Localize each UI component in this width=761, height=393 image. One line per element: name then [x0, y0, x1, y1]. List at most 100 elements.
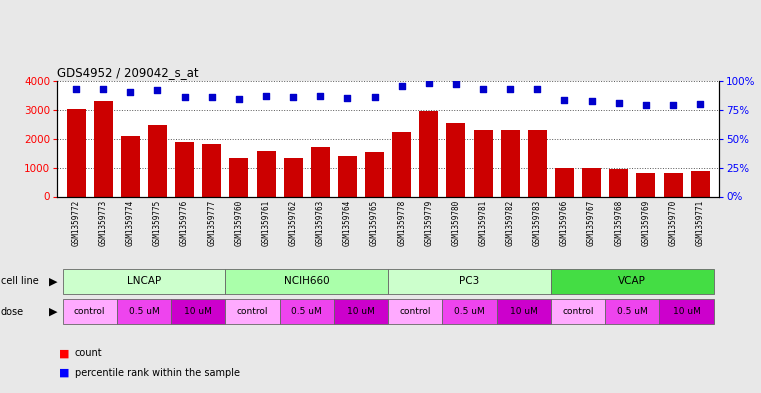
Text: PC3: PC3: [460, 276, 479, 286]
Text: ■: ■: [59, 348, 70, 358]
Text: GSM1359765: GSM1359765: [370, 200, 379, 246]
Text: ■: ■: [59, 368, 70, 378]
Text: GSM1359777: GSM1359777: [207, 200, 216, 246]
Point: [450, 81, 462, 87]
Text: GSM1359783: GSM1359783: [533, 200, 542, 246]
Text: GSM1359781: GSM1359781: [479, 200, 488, 246]
Bar: [691, 171, 710, 196]
Point: [422, 80, 435, 86]
Text: 10 uM: 10 uM: [184, 307, 212, 316]
Bar: [582, 168, 601, 196]
Point: [314, 92, 326, 99]
Point: [531, 86, 543, 92]
Text: 0.5 uM: 0.5 uM: [617, 307, 648, 316]
Text: cell line: cell line: [1, 276, 39, 286]
Text: 0.5 uM: 0.5 uM: [291, 307, 322, 316]
Point: [205, 94, 218, 100]
Text: 0.5 uM: 0.5 uM: [129, 307, 159, 316]
Text: GSM1359770: GSM1359770: [668, 200, 677, 246]
Text: control: control: [562, 307, 594, 316]
Text: 10 uM: 10 uM: [347, 307, 375, 316]
Bar: [442, 299, 497, 324]
Text: control: control: [74, 307, 105, 316]
Point: [613, 99, 625, 106]
Text: count: count: [75, 348, 102, 358]
Text: GSM1359766: GSM1359766: [560, 200, 569, 246]
Bar: [229, 158, 248, 196]
Bar: [605, 299, 660, 324]
Text: ▶: ▶: [49, 307, 58, 317]
Text: GSM1359768: GSM1359768: [614, 200, 623, 246]
Bar: [636, 173, 655, 196]
Bar: [365, 152, 384, 196]
Bar: [116, 299, 171, 324]
Text: GSM1359778: GSM1359778: [397, 200, 406, 246]
Bar: [338, 156, 357, 196]
Point: [70, 86, 82, 92]
Bar: [388, 299, 442, 324]
Bar: [279, 299, 334, 324]
Text: GSM1359764: GSM1359764: [343, 200, 352, 246]
Point: [585, 98, 597, 105]
Bar: [501, 130, 520, 196]
Text: GSM1359769: GSM1359769: [642, 200, 651, 246]
Text: GSM1359774: GSM1359774: [126, 200, 135, 246]
Bar: [528, 130, 547, 196]
Text: GSM1359771: GSM1359771: [696, 200, 705, 246]
Text: 0.5 uM: 0.5 uM: [454, 307, 485, 316]
Text: GSM1359779: GSM1359779: [425, 200, 433, 246]
Bar: [94, 101, 113, 196]
Bar: [225, 299, 279, 324]
Text: ▶: ▶: [49, 276, 58, 286]
Bar: [447, 123, 466, 196]
Point: [640, 102, 652, 108]
Bar: [121, 136, 140, 196]
Point: [97, 86, 110, 92]
Bar: [225, 269, 388, 294]
Point: [477, 86, 489, 92]
Text: control: control: [400, 307, 431, 316]
Text: 10 uM: 10 uM: [510, 307, 538, 316]
Text: VCAP: VCAP: [619, 276, 646, 286]
Text: GDS4952 / 209042_s_at: GDS4952 / 209042_s_at: [57, 66, 199, 79]
Bar: [202, 144, 221, 196]
Text: GSM1359775: GSM1359775: [153, 200, 162, 246]
Bar: [62, 269, 225, 294]
Bar: [175, 142, 194, 196]
Text: NCIH660: NCIH660: [284, 276, 330, 286]
Point: [287, 94, 299, 100]
Bar: [148, 125, 167, 196]
Point: [559, 97, 571, 103]
Text: GSM1359767: GSM1359767: [587, 200, 596, 246]
Text: GSM1359780: GSM1359780: [451, 200, 460, 246]
Text: GSM1359776: GSM1359776: [180, 200, 189, 246]
Bar: [171, 299, 225, 324]
Bar: [610, 169, 629, 196]
Bar: [473, 130, 492, 196]
Point: [179, 94, 191, 100]
Bar: [392, 132, 411, 196]
Text: percentile rank within the sample: percentile rank within the sample: [75, 368, 240, 378]
Text: GSM1359761: GSM1359761: [262, 200, 270, 246]
Bar: [419, 111, 438, 196]
Text: LNCAP: LNCAP: [127, 276, 161, 286]
Point: [396, 83, 408, 90]
Text: GSM1359773: GSM1359773: [99, 200, 108, 246]
Point: [151, 87, 164, 93]
Text: dose: dose: [1, 307, 24, 317]
Bar: [334, 299, 388, 324]
Bar: [284, 158, 303, 196]
Point: [504, 86, 516, 92]
Text: GSM1359772: GSM1359772: [72, 200, 81, 246]
Bar: [256, 151, 275, 196]
Bar: [551, 299, 605, 324]
Text: GSM1359763: GSM1359763: [316, 200, 325, 246]
Text: control: control: [237, 307, 268, 316]
Bar: [660, 299, 714, 324]
Text: GSM1359762: GSM1359762: [288, 200, 298, 246]
Point: [260, 92, 272, 99]
Text: GSM1359760: GSM1359760: [234, 200, 244, 246]
Text: GSM1359782: GSM1359782: [506, 200, 514, 246]
Bar: [555, 168, 574, 196]
Text: 10 uM: 10 uM: [673, 307, 701, 316]
